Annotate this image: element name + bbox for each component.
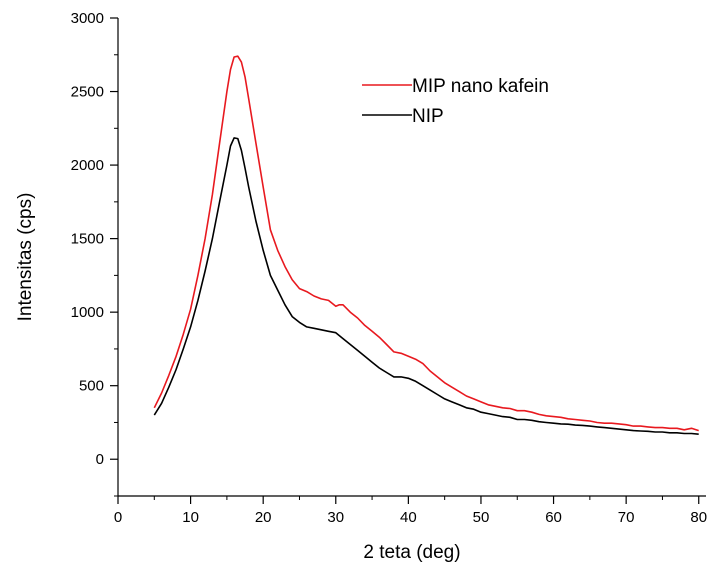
x-tick-label: 80 xyxy=(690,509,707,526)
y-tick-label: 3000 xyxy=(71,10,104,27)
y-tick-label: 1500 xyxy=(71,231,104,248)
y-tick-label: 2000 xyxy=(71,157,104,174)
series-line-nip xyxy=(153,137,699,435)
y-tick-label: 500 xyxy=(79,378,104,395)
series-line-mip-nano-kafein xyxy=(153,55,699,432)
x-tick-label: 50 xyxy=(473,509,490,526)
x-axis-title: 2 teta (deg) xyxy=(363,542,460,563)
plot-area xyxy=(153,55,699,435)
y-tick-label: 0 xyxy=(96,451,104,468)
legend-label-nip: NIP xyxy=(412,106,444,127)
x-tick-label: 30 xyxy=(327,509,344,526)
x-tick-label: 10 xyxy=(182,509,199,526)
y-axis-title: Intensitas (cps) xyxy=(15,193,36,322)
x-tick-label: 70 xyxy=(618,509,635,526)
x-tick-label: 60 xyxy=(545,509,562,526)
y-tick-label: 1000 xyxy=(71,304,104,321)
x-tick-label: 20 xyxy=(255,509,272,526)
x-tick-label: 0 xyxy=(114,509,122,526)
x-tick-label: 40 xyxy=(400,509,417,526)
legend: MIP nano kafein NIP xyxy=(362,76,549,127)
legend-label-mip-nano-kafein: MIP nano kafein xyxy=(412,76,549,97)
axes: 0 10 20 30 40 50 60 70 80 0 500 1000 1500 2000 2500 300… xyxy=(71,10,707,526)
y-tick-label: 2500 xyxy=(71,84,104,101)
